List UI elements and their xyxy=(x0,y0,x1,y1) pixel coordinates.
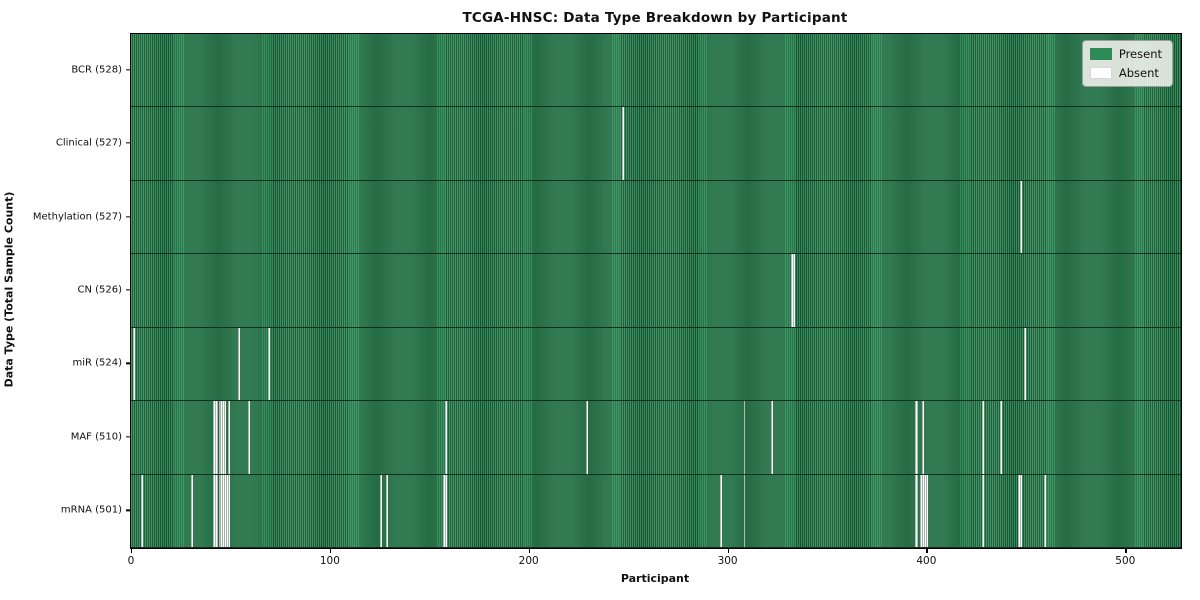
absent-mark xyxy=(268,327,271,401)
legend-absent-label: Absent xyxy=(1118,66,1159,80)
legend-present-swatch xyxy=(1089,48,1112,60)
x-tick-mark xyxy=(329,548,332,553)
absent-mark xyxy=(224,474,227,547)
absent-mark xyxy=(238,327,241,401)
absent-mark xyxy=(743,474,746,547)
absent-mark xyxy=(926,474,929,547)
absent-mark xyxy=(1023,327,1026,401)
y-tick-label: miR (524) xyxy=(72,357,122,369)
absent-mark xyxy=(385,474,388,547)
x-tick-mark xyxy=(528,548,530,553)
heatmap-row-bcr xyxy=(131,34,1181,108)
absent-mark xyxy=(218,401,221,474)
x-axis-title: Participant xyxy=(620,572,690,585)
absent-mark xyxy=(1019,180,1022,254)
y-tick-mark xyxy=(125,362,130,365)
y-tick-label: Clinical (527) xyxy=(55,137,122,149)
x-tick-label: 300 xyxy=(717,555,738,567)
absent-mark xyxy=(226,474,229,547)
absent-mark xyxy=(982,401,985,474)
y-tick-label: MAF (510) xyxy=(70,431,122,443)
absent-mark xyxy=(212,401,215,474)
absent-mark xyxy=(214,401,217,474)
x-tick-mark xyxy=(131,548,133,553)
x-tick-mark xyxy=(1125,548,1127,553)
legend-entry-absent: Absent xyxy=(1089,66,1162,80)
absent-mark xyxy=(212,474,215,547)
heatmap-row-methylation xyxy=(131,180,1181,255)
absent-mark xyxy=(379,474,382,547)
x-tick-label: 400 xyxy=(916,555,937,567)
y-tick-mark xyxy=(125,289,130,291)
absent-mark xyxy=(443,474,446,547)
absent-mark xyxy=(922,474,925,547)
absent-mark xyxy=(1000,401,1002,474)
legend-entry-present: Present xyxy=(1089,47,1162,61)
absent-mark xyxy=(222,401,225,474)
absent-mark xyxy=(793,254,796,327)
heatmap-row-cn xyxy=(131,254,1181,328)
x-tick-mark xyxy=(926,548,928,553)
absent-mark xyxy=(916,474,919,547)
absent-mark xyxy=(132,327,135,401)
x-tick-label: 100 xyxy=(319,555,340,567)
absent-mark xyxy=(216,401,219,474)
heatmap-row-mir xyxy=(131,327,1181,402)
x-tick-label: 200 xyxy=(518,555,539,567)
y-tick-mark xyxy=(125,509,130,511)
heatmap-row-maf xyxy=(131,401,1181,475)
absent-mark xyxy=(771,401,774,474)
x-tick-label: 0 xyxy=(127,555,135,567)
absent-mark xyxy=(220,474,223,547)
absent-mark xyxy=(222,474,225,547)
y-tick-label: CN (526) xyxy=(77,284,122,296)
chart-title: TCGA-HNSC: Data Type Breakdown by Partic… xyxy=(462,10,848,26)
absent-mark xyxy=(228,401,231,474)
heatmap-row-clinical xyxy=(131,107,1181,181)
y-tick-label: BCR (528) xyxy=(71,64,122,76)
y-tick-label: mRNA (501) xyxy=(60,504,122,516)
absent-mark xyxy=(914,474,917,547)
absent-mark xyxy=(1017,474,1020,547)
absent-mark xyxy=(224,401,227,474)
absent-mark xyxy=(791,254,794,327)
absent-mark xyxy=(916,401,919,474)
absent-mark xyxy=(248,401,251,474)
absent-mark xyxy=(1043,474,1046,547)
absent-mark xyxy=(982,474,985,547)
heatmap-row-mrna xyxy=(131,474,1181,548)
plot-area: Present Absent xyxy=(130,33,1182,549)
absent-mark xyxy=(914,401,917,474)
absent-mark xyxy=(220,401,223,474)
absent-mark xyxy=(586,401,589,474)
absent-mark xyxy=(445,401,448,474)
absent-mark xyxy=(922,401,925,474)
x-tick-label: 500 xyxy=(1115,555,1136,567)
legend-present-label: Present xyxy=(1118,47,1162,61)
absent-mark xyxy=(218,474,221,547)
absent-mark xyxy=(140,474,143,547)
absent-mark xyxy=(920,474,923,547)
absent-mark xyxy=(622,107,625,180)
y-tick-mark xyxy=(125,215,130,218)
y-tick-mark xyxy=(125,436,130,438)
absent-mark xyxy=(924,474,927,547)
x-tick-mark xyxy=(727,548,729,553)
absent-mark xyxy=(190,474,193,547)
absent-mark xyxy=(1019,474,1022,547)
absent-mark xyxy=(445,474,448,547)
legend-absent-swatch xyxy=(1089,67,1112,79)
absent-mark xyxy=(228,474,231,547)
absent-mark xyxy=(743,401,746,474)
absent-mark xyxy=(216,474,219,547)
y-tick-mark xyxy=(125,69,130,71)
y-tick-label: Methylation (527) xyxy=(32,211,122,223)
absent-mark xyxy=(719,474,722,547)
legend: Present Absent xyxy=(1081,40,1173,87)
y-tick-mark xyxy=(125,142,130,144)
absent-mark xyxy=(214,474,217,547)
